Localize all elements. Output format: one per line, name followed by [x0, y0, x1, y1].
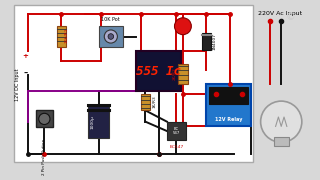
Text: 10K Pot: 10K Pot [101, 17, 120, 22]
Circle shape [260, 101, 302, 142]
Bar [206, 84, 251, 126]
Text: –: – [23, 69, 28, 78]
Circle shape [104, 30, 117, 43]
Text: +: + [23, 53, 28, 59]
Circle shape [39, 113, 50, 125]
Bar [88, 105, 109, 138]
Text: 10K/R1: 10K/R1 [64, 28, 68, 43]
Bar [36, 111, 53, 127]
Text: 220V Ac Input: 220V Ac Input [258, 11, 302, 16]
Circle shape [108, 34, 114, 39]
Text: 12V Relay: 12V Relay [215, 117, 243, 122]
Text: ©: © [286, 12, 295, 22]
Text: 1K/R3: 1K/R3 [152, 96, 156, 108]
Text: 2K/R2: 2K/R2 [172, 68, 176, 80]
Text: 1000μ: 1000μ [90, 115, 94, 129]
Bar [136, 51, 181, 91]
Text: 1N4007: 1N4007 [213, 33, 217, 50]
Circle shape [174, 18, 191, 35]
Bar [209, 87, 248, 104]
Bar [202, 33, 211, 50]
Text: BC547: BC547 [169, 145, 183, 149]
Bar [141, 94, 150, 111]
Text: BC
547: BC 547 [173, 127, 180, 135]
Bar [14, 5, 253, 162]
Text: 555 Ic: 555 Ic [136, 65, 181, 78]
Bar [274, 137, 289, 146]
Bar [99, 26, 123, 47]
Bar [57, 26, 66, 47]
Bar [178, 64, 188, 84]
Text: 2 Pin Push Button: 2 Pin Push Button [42, 139, 46, 175]
Bar [167, 122, 186, 140]
Text: 12V DC Input: 12V DC Input [15, 68, 20, 101]
